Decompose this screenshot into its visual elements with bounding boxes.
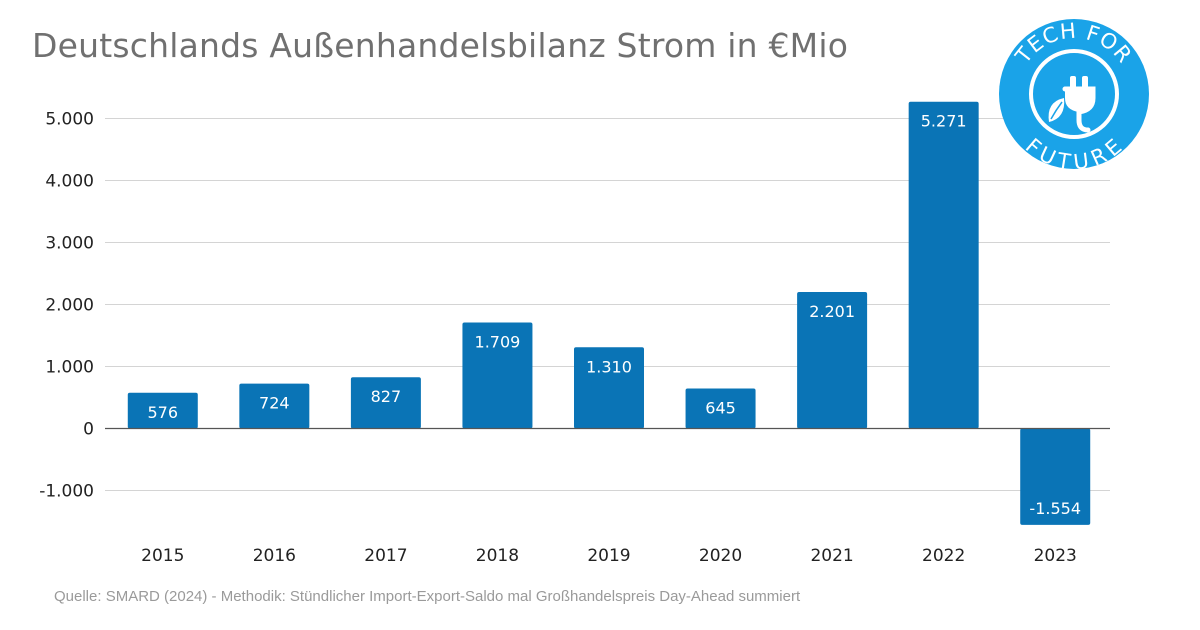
bar (685, 388, 756, 429)
bar-data-label: 645 (705, 399, 736, 418)
bar (127, 392, 198, 429)
bar (350, 377, 421, 429)
bar-data-label: -1.554 (1029, 499, 1081, 518)
x-tick-label: 2019 (587, 546, 630, 566)
y-tick-label: 1.000 (45, 358, 94, 378)
y-tick-label: 3.000 (45, 234, 94, 254)
bar (908, 101, 979, 429)
x-tick-label: 2016 (253, 546, 296, 566)
x-tick-label: 2023 (1034, 546, 1077, 566)
x-tick-label: 2020 (699, 546, 742, 566)
bar-data-label: 724 (259, 394, 290, 413)
y-tick-label: 2.000 (45, 296, 94, 316)
chart-title: Deutschlands Außenhandelsbilanz Strom in… (32, 26, 849, 65)
x-tick-label: 2022 (922, 546, 965, 566)
y-tick-label: 4.000 (45, 172, 94, 192)
tech-for-future-logo: TECH FOR FUTURE (998, 18, 1150, 175)
bar-data-label: 827 (371, 387, 402, 406)
bar-data-label: 1.709 (475, 333, 521, 352)
plug-leaf-icon (1048, 76, 1096, 133)
bar-data-label: 5.271 (921, 112, 967, 131)
y-tick-label: -1.000 (39, 482, 94, 502)
bar (239, 383, 310, 429)
bar-data-label: 2.201 (809, 302, 855, 321)
bar-data-label: 1.310 (586, 357, 632, 376)
x-tick-label: 2021 (810, 546, 853, 566)
y-tick-label: 0 (83, 420, 94, 440)
bar (1020, 428, 1091, 525)
x-tick-label: 2017 (364, 546, 407, 566)
bar (462, 322, 533, 429)
bar-data-label: 576 (148, 403, 179, 422)
y-tick-label: 5.000 (45, 110, 94, 130)
x-tick-label: 2015 (141, 546, 184, 566)
source-note: Quelle: SMARD (2024) - Methodik: Stündli… (54, 588, 801, 605)
x-tick-label: 2018 (476, 546, 519, 566)
bar (797, 292, 868, 429)
bar (574, 347, 644, 429)
